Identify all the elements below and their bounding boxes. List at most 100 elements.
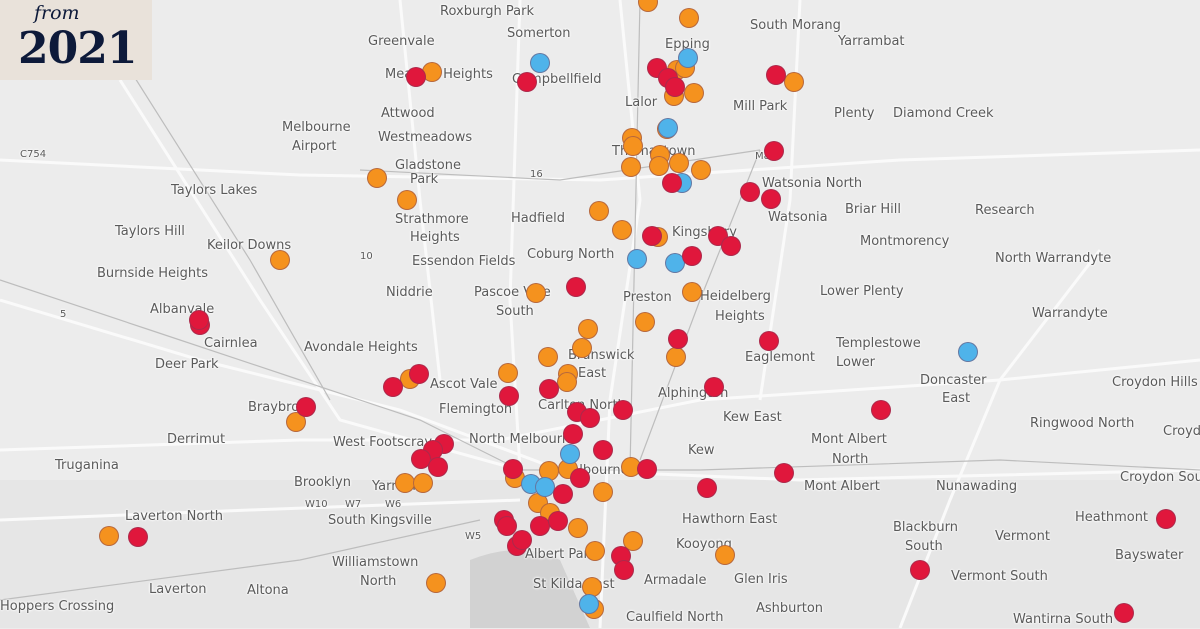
location-marker-red[interactable]: [614, 560, 634, 580]
location-marker-red[interactable]: [512, 530, 532, 550]
location-marker-red[interactable]: [570, 468, 590, 488]
place-label: Essendon Fields: [412, 254, 516, 269]
place-label: Airport: [292, 139, 337, 154]
location-marker-orange[interactable]: [621, 157, 641, 177]
location-marker-red[interactable]: [189, 310, 209, 330]
place-label: Warrandyte: [1032, 306, 1108, 321]
location-marker-orange[interactable]: [526, 283, 546, 303]
location-marker-blue[interactable]: [579, 594, 599, 614]
location-marker-orange[interactable]: [649, 156, 669, 176]
location-marker-red[interactable]: [637, 459, 657, 479]
location-marker-orange[interactable]: [270, 250, 290, 270]
location-marker-red[interactable]: [499, 386, 519, 406]
place-label: Melbourne: [282, 120, 351, 135]
location-marker-red[interactable]: [503, 459, 523, 479]
location-marker-red[interactable]: [662, 173, 682, 193]
location-marker-orange[interactable]: [585, 541, 605, 561]
location-marker-blue[interactable]: [560, 444, 580, 464]
location-marker-red[interactable]: [593, 440, 613, 460]
road-label: 5: [60, 309, 67, 320]
location-marker-blue[interactable]: [530, 53, 550, 73]
location-marker-red[interactable]: [563, 424, 583, 444]
location-marker-red[interactable]: [642, 226, 662, 246]
location-marker-orange[interactable]: [679, 8, 699, 28]
location-marker-red[interactable]: [428, 457, 448, 477]
location-marker-red[interactable]: [580, 408, 600, 428]
location-marker-red[interactable]: [759, 331, 779, 351]
location-marker-red[interactable]: [766, 65, 786, 85]
location-marker-orange[interactable]: [568, 518, 588, 538]
location-marker-red[interactable]: [517, 72, 537, 92]
location-marker-red[interactable]: [682, 246, 702, 266]
location-marker-orange[interactable]: [669, 153, 689, 173]
place-label: Wantirna South: [1013, 612, 1114, 627]
location-marker-orange[interactable]: [589, 201, 609, 221]
location-marker-orange[interactable]: [682, 282, 702, 302]
location-marker-orange[interactable]: [286, 412, 306, 432]
location-marker-red[interactable]: [406, 67, 426, 87]
location-marker-red[interactable]: [383, 377, 403, 397]
location-marker-red[interactable]: [871, 400, 891, 420]
place-label: Flemington: [439, 402, 513, 417]
location-marker-orange[interactable]: [538, 347, 558, 367]
location-marker-orange[interactable]: [397, 190, 417, 210]
location-marker-red[interactable]: [761, 189, 781, 209]
road-label: 16: [530, 169, 543, 180]
place-label: North: [832, 452, 869, 467]
place-label: Ashburton: [756, 601, 824, 616]
location-marker-red[interactable]: [1114, 603, 1134, 623]
location-marker-red[interactable]: [553, 484, 573, 504]
place-label: Yarrambat: [838, 34, 905, 49]
location-marker-orange[interactable]: [99, 526, 119, 546]
location-marker-orange[interactable]: [557, 372, 577, 392]
place-label: Coburg North: [527, 247, 615, 262]
location-marker-red[interactable]: [668, 329, 688, 349]
location-marker-red[interactable]: [740, 182, 760, 202]
location-marker-red[interactable]: [665, 77, 685, 97]
location-marker-orange[interactable]: [666, 347, 686, 367]
location-marker-red[interactable]: [613, 400, 633, 420]
location-marker-orange[interactable]: [784, 72, 804, 92]
location-marker-red[interactable]: [409, 364, 429, 384]
location-marker-orange[interactable]: [612, 220, 632, 240]
location-marker-blue[interactable]: [535, 477, 555, 497]
location-marker-red[interactable]: [774, 463, 794, 483]
location-marker-blue[interactable]: [958, 342, 978, 362]
location-marker-orange[interactable]: [413, 473, 433, 493]
location-marker-orange[interactable]: [623, 136, 643, 156]
location-marker-red[interactable]: [296, 397, 316, 417]
location-marker-red[interactable]: [128, 527, 148, 547]
location-marker-orange[interactable]: [684, 83, 704, 103]
location-marker-orange[interactable]: [593, 482, 613, 502]
place-label: Greenvale: [368, 34, 435, 49]
location-marker-orange[interactable]: [715, 545, 735, 565]
location-marker-red[interactable]: [1156, 509, 1176, 529]
location-marker-orange[interactable]: [395, 473, 415, 493]
location-marker-orange[interactable]: [572, 338, 592, 358]
location-marker-orange[interactable]: [623, 531, 643, 551]
location-marker-red[interactable]: [704, 377, 724, 397]
location-marker-red[interactable]: [566, 277, 586, 297]
location-marker-red[interactable]: [539, 379, 559, 399]
place-label: Laverton: [149, 582, 207, 597]
location-marker-orange[interactable]: [426, 573, 446, 593]
location-marker-red[interactable]: [548, 511, 568, 531]
location-marker-red[interactable]: [910, 560, 930, 580]
place-label: Blackburn: [893, 520, 959, 535]
place-label: Somerton: [507, 26, 571, 41]
location-marker-blue[interactable]: [627, 249, 647, 269]
location-marker-red[interactable]: [697, 478, 717, 498]
location-marker-orange[interactable]: [367, 168, 387, 188]
location-marker-orange[interactable]: [691, 160, 711, 180]
location-marker-red[interactable]: [721, 236, 741, 256]
location-marker-red[interactable]: [530, 516, 550, 536]
location-marker-red[interactable]: [497, 516, 517, 536]
location-marker-orange[interactable]: [498, 363, 518, 383]
place-label: Avondale Heights: [304, 340, 418, 355]
location-marker-red[interactable]: [764, 141, 784, 161]
location-marker-blue[interactable]: [658, 118, 678, 138]
location-marker-blue[interactable]: [678, 48, 698, 68]
location-marker-orange[interactable]: [578, 319, 598, 339]
location-marker-orange[interactable]: [635, 312, 655, 332]
